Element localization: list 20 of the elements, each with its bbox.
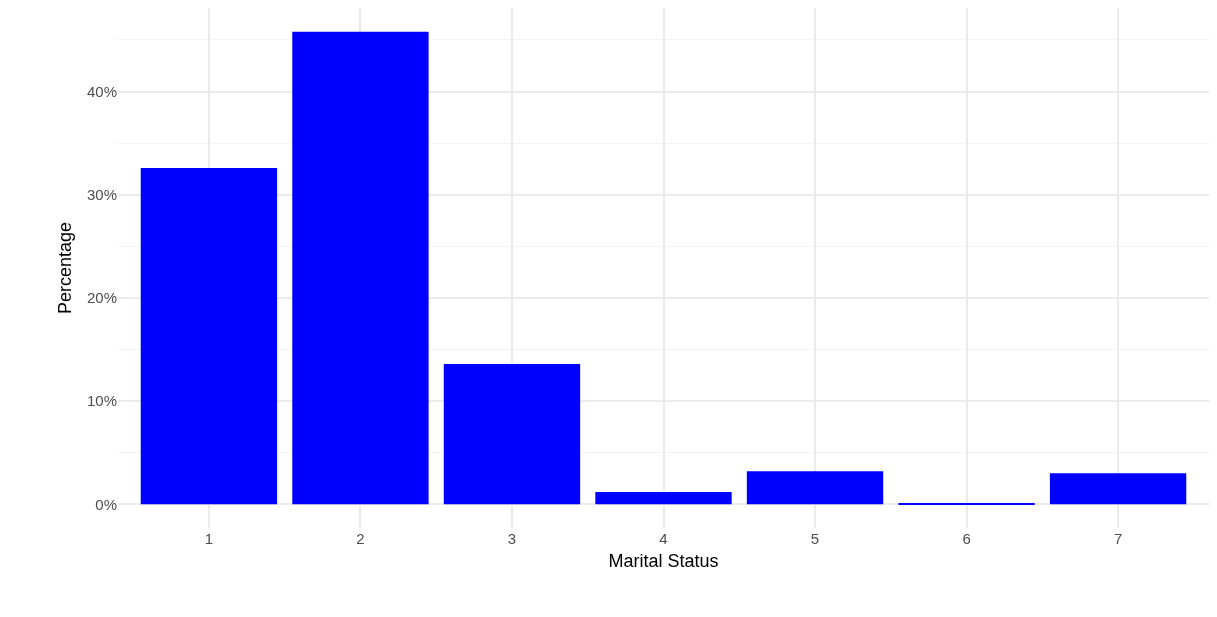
bar bbox=[1049, 473, 1187, 505]
x-tick-label: 6 bbox=[962, 530, 971, 547]
y-tick-label: 20% bbox=[86, 289, 117, 307]
y-tick-label: 10% bbox=[86, 392, 117, 410]
x-tick-label: 3 bbox=[507, 530, 517, 547]
bar bbox=[746, 471, 884, 505]
x-tick-label: 2 bbox=[356, 530, 365, 547]
y-tick-label: 0% bbox=[95, 495, 117, 513]
bar bbox=[443, 363, 581, 505]
x-tick-label: 1 bbox=[204, 530, 214, 547]
x-tick-label: 5 bbox=[810, 530, 820, 547]
x-axis-title: Marital Status bbox=[608, 551, 719, 572]
y-tick-label: 30% bbox=[86, 186, 117, 203]
x-tick-label: 4 bbox=[659, 530, 668, 547]
bar bbox=[595, 491, 732, 505]
bar bbox=[140, 167, 278, 505]
y-axis-title: Percentage bbox=[55, 221, 76, 315]
x-tick-label: 7 bbox=[1113, 530, 1123, 547]
bar bbox=[292, 31, 429, 505]
y-tick-label: 40% bbox=[86, 82, 117, 100]
